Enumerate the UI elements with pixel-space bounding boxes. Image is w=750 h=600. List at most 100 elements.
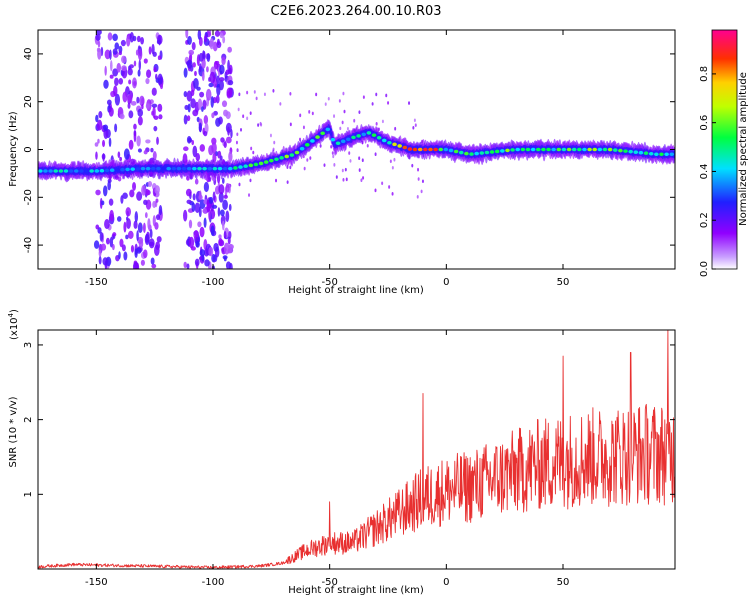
noise-speck (344, 167, 347, 172)
noise-speck (153, 67, 157, 73)
noise-speck (188, 236, 195, 249)
noise-speck (219, 64, 225, 75)
noise-speck (148, 238, 155, 249)
noise-speck (248, 193, 251, 197)
noise-speck (358, 156, 361, 161)
noise-speck (197, 221, 202, 228)
snr-panel: -150 -100 -50 0 50 1 2 3 Height of straight li… (7, 309, 676, 596)
noise-speck (135, 262, 140, 269)
ridge-core (541, 147, 546, 152)
ridge-core (63, 169, 69, 173)
noise-speck (289, 122, 292, 127)
ridge-core (392, 142, 397, 147)
ridge-core (530, 147, 536, 152)
noise-speck (93, 240, 100, 249)
noise-speck (236, 148, 239, 152)
noise-speck (146, 69, 152, 79)
x-tick-label: -150 (85, 577, 108, 588)
noise-speck (105, 237, 110, 245)
ridge-core (248, 163, 254, 168)
noise-speck (183, 261, 187, 269)
noise-speck (211, 204, 218, 209)
noise-speck (141, 104, 144, 110)
noise-speck (120, 39, 126, 47)
ridge-core (571, 147, 577, 152)
noise-speck (114, 93, 121, 106)
noise-speck (134, 211, 139, 223)
ridge-core (366, 131, 372, 135)
noise-speck (155, 214, 161, 221)
noise-speck (217, 207, 221, 217)
noise-speck (273, 140, 276, 145)
ridge-core (484, 150, 490, 155)
y-tick-label: -40 (23, 237, 34, 253)
noise-speck (222, 199, 228, 211)
noise-speck (198, 190, 202, 200)
noise-speck (119, 156, 122, 162)
x-tick-label: -50 (321, 577, 337, 588)
noise-speck (145, 77, 150, 85)
y-tick-label: 1 (23, 491, 34, 497)
noise-speck (391, 192, 394, 196)
noise-speck (216, 75, 220, 84)
noise-speck (108, 137, 112, 148)
noise-speck (185, 188, 192, 197)
noise-speck (275, 178, 278, 183)
ridge-core (438, 147, 444, 152)
noise-speck (133, 60, 137, 67)
noise-speck (151, 87, 157, 96)
noise-speck (214, 30, 221, 37)
ridge-core (192, 166, 197, 171)
noise-speck (201, 106, 204, 112)
noise-speck (104, 218, 110, 230)
colorbar-tick-label: 0.0 (699, 261, 710, 277)
noise-speck (108, 107, 114, 117)
noise-speck (211, 253, 216, 263)
noise-speck (327, 96, 330, 101)
noise-speck (219, 209, 225, 217)
noise-speck (388, 185, 391, 189)
ridge-core (212, 166, 218, 171)
noise-speck (324, 102, 327, 106)
noise-speck (109, 74, 114, 79)
noise-speck (98, 256, 102, 265)
noise-speck (389, 159, 392, 164)
noise-speck (286, 180, 289, 184)
noise-speck (98, 111, 103, 119)
noise-speck (107, 180, 112, 191)
noise-speck (205, 88, 212, 101)
ridge-core (494, 149, 500, 154)
noise-speck (144, 212, 148, 219)
ridge-core (346, 137, 351, 142)
noise-speck (127, 94, 133, 104)
noise-speck (183, 146, 189, 152)
ridge-core (125, 167, 130, 172)
noise-speck (137, 69, 141, 77)
noise-speck (106, 99, 112, 106)
noise-speck (358, 110, 361, 114)
noise-speck (95, 224, 100, 230)
noise-speck (206, 53, 211, 62)
noise-speck (341, 120, 344, 125)
noise-speck (249, 178, 252, 183)
ridge-core (289, 153, 295, 157)
ridge-core (397, 144, 402, 148)
noise-speck (201, 58, 206, 69)
noise-speck (109, 49, 112, 60)
ridge-core (376, 135, 382, 140)
noise-speck (145, 139, 151, 144)
noise-speck (123, 148, 130, 160)
noise-speck (302, 125, 305, 130)
noise-speck (218, 79, 224, 91)
noise-speck (309, 156, 312, 160)
noise-speck (138, 239, 144, 248)
noise-speck (183, 91, 188, 98)
noise-speck (194, 178, 199, 185)
ridge-core (258, 161, 264, 166)
ridge-core (299, 146, 305, 151)
noise-speck (222, 35, 226, 44)
noise-speck (411, 163, 414, 168)
noise-speck (238, 182, 241, 187)
noise-speck (191, 42, 196, 51)
noise-speck (153, 115, 159, 120)
